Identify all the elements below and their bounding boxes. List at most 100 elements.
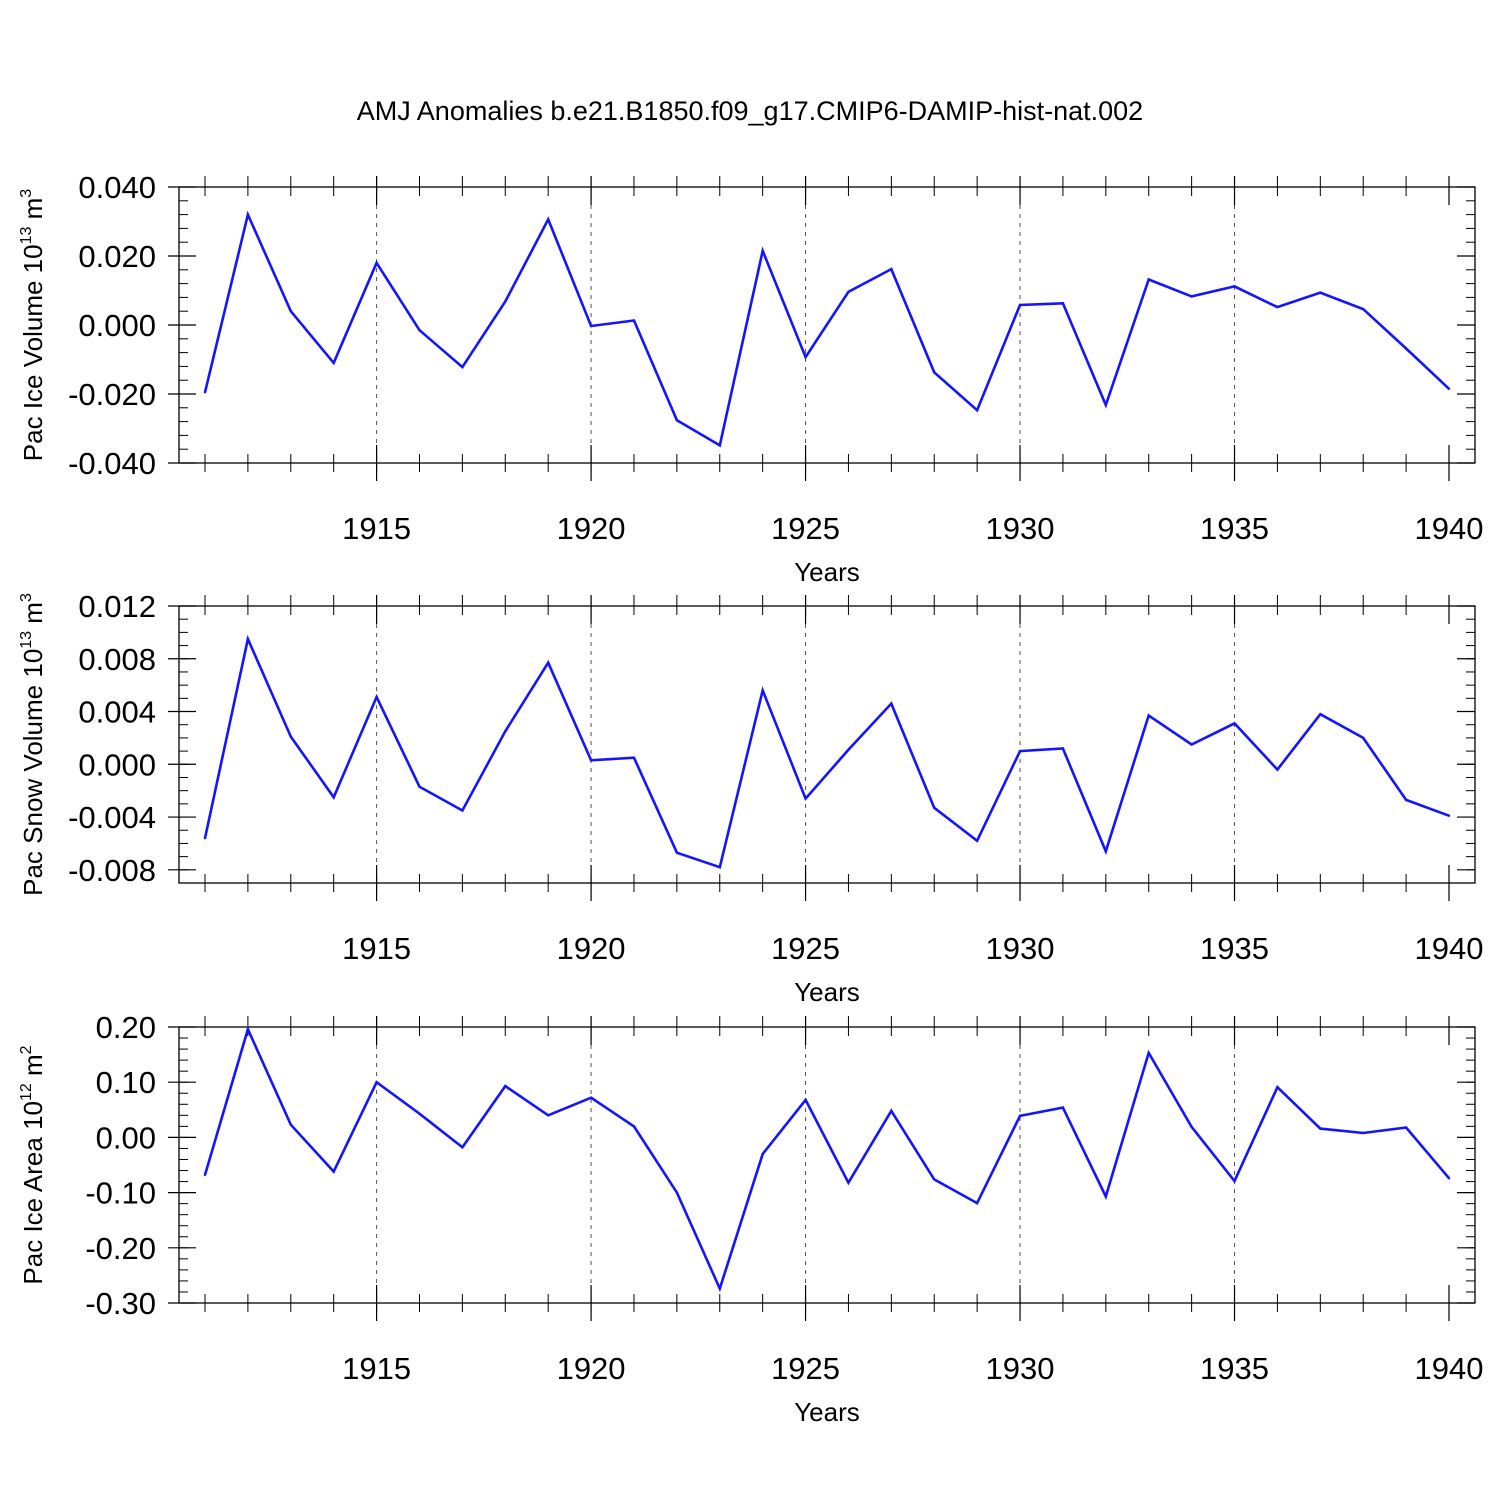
data-point [289, 310, 292, 313]
data-point [890, 1109, 893, 1113]
data-point [933, 806, 936, 810]
x-tick-label: 1920 [557, 931, 626, 966]
data-point [1362, 307, 1365, 311]
data-point [675, 419, 679, 422]
data-point [632, 756, 636, 759]
series-line [203, 1025, 1450, 1293]
x-tick-label: 1940 [1415, 931, 1484, 966]
y-axis-label: Pac Snow Volume 1013 m3 [18, 593, 48, 896]
data-point [1233, 1179, 1236, 1183]
data-point [203, 1173, 207, 1177]
data-point [718, 865, 721, 869]
data-point [504, 730, 507, 733]
data-point [761, 1152, 764, 1156]
data-point [1447, 814, 1451, 817]
data-point [718, 1287, 721, 1290]
y-label-text: m [18, 198, 48, 227]
y-label-superscript: 13 [18, 631, 35, 649]
data-point [1404, 347, 1408, 350]
y-label-superscript: 2 [18, 1045, 35, 1054]
y-tick-label: 0.008 [78, 642, 156, 677]
data-point [632, 319, 636, 322]
y-tick-label: 0.10 [96, 1065, 156, 1100]
data-point [246, 637, 250, 641]
y-tick-label: -0.004 [68, 800, 156, 835]
data-point [589, 759, 593, 762]
data-point [1362, 1131, 1365, 1135]
chart-title: AMJ Anomalies b.e21.B1850.f09_g17.CMIP6-… [356, 96, 1144, 126]
y-label-text: m [18, 1054, 48, 1083]
x-tick-label: 1920 [557, 511, 626, 546]
data-point [1147, 1051, 1150, 1055]
y-tick-label: 0.20 [96, 1010, 156, 1045]
data-point [975, 409, 979, 412]
data-point [504, 300, 507, 303]
data-point [847, 748, 850, 751]
data-point [504, 1084, 507, 1088]
x-tick-label: 1935 [1200, 931, 1269, 966]
data-point [1190, 295, 1193, 298]
data-point [632, 1125, 636, 1128]
data-point [1147, 278, 1150, 281]
y-tick-label: -0.20 [85, 1231, 156, 1266]
data-point [933, 1178, 936, 1181]
x-axis-label: Years [794, 1397, 860, 1427]
x-tick-label: 1930 [986, 511, 1055, 546]
data-point [718, 444, 721, 447]
data-point [1276, 305, 1279, 309]
data-point [418, 785, 421, 788]
series-line [203, 210, 1450, 448]
data-point [1404, 1126, 1408, 1129]
data-point [1233, 722, 1236, 725]
y-tick-label: -0.040 [68, 446, 156, 481]
x-axis-label: Years [794, 557, 860, 587]
data-point [933, 371, 936, 374]
x-tick-label: 1935 [1200, 511, 1269, 546]
data-point [589, 324, 593, 328]
y-tick-label: 0.004 [78, 695, 156, 730]
data-point [546, 218, 550, 221]
data-point [1276, 768, 1279, 771]
data-point [332, 1170, 335, 1173]
data-point [418, 328, 421, 332]
data-point [375, 695, 378, 699]
data-point [1104, 1195, 1108, 1198]
data-point [804, 355, 807, 359]
y-axis-label: Pac Ice Volume 1013 m3 [18, 189, 48, 462]
y-tick-label: -0.30 [85, 1286, 156, 1321]
data-point [847, 290, 850, 294]
x-axis-label: Years [794, 977, 860, 1007]
panel-ice-area: -0.30 -0.20 -0.10 0.00 0.10 0.20 1915 1920 1925 1… [18, 1010, 1483, 1427]
y-label-superscript: 13 [18, 226, 35, 244]
data-point [246, 213, 250, 216]
y-tick-label: 0.020 [78, 239, 156, 274]
data-point [289, 1123, 292, 1126]
data-point [289, 735, 292, 738]
data-point [1018, 1114, 1022, 1118]
data-point [1061, 302, 1065, 305]
y-label-text: Pac Ice Area 10 [18, 1101, 48, 1285]
series-line [203, 634, 1450, 869]
data-point [203, 391, 207, 394]
data-point [246, 1028, 250, 1031]
data-point [804, 1098, 807, 1102]
data-point [1362, 736, 1365, 740]
data-point [1233, 285, 1236, 288]
y-label-text: Pac Snow Volume 10 [18, 649, 48, 896]
panel-ice-volume: -0.040 -0.020 0.000 0.020 0.040 1915 1920 1925 1… [18, 170, 1483, 587]
x-tick-label: 1940 [1415, 511, 1484, 546]
data-point [1447, 1177, 1451, 1180]
y-tick-label: 0.012 [78, 589, 156, 624]
x-tick-label: 1925 [771, 1351, 840, 1386]
y-label-superscript: 3 [18, 593, 35, 602]
data-point [461, 1146, 464, 1149]
data-point [546, 1114, 550, 1117]
data-point [1147, 714, 1150, 717]
y-tick-label: 0.00 [96, 1120, 156, 1155]
x-tick-label: 1915 [342, 1351, 411, 1386]
data-point [418, 1112, 421, 1115]
x-tick-label: 1925 [771, 931, 840, 966]
y-tick-label: 0.040 [78, 170, 156, 205]
data-point [1276, 1085, 1279, 1089]
